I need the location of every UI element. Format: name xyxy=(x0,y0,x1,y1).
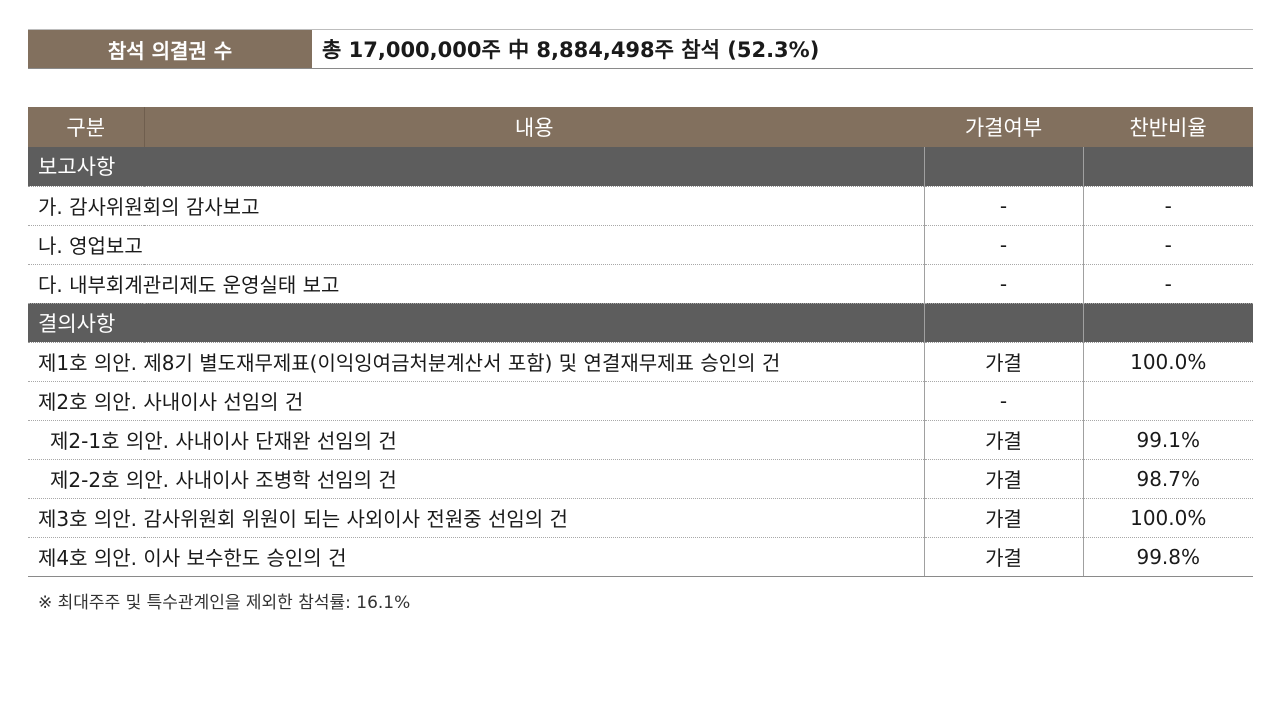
item-label: 제1호 의안. 제8기 별도재무제표(이익잉여금처분계산서 포함) 및 연결재무… xyxy=(28,342,924,382)
section-title: 보고사항 xyxy=(28,147,924,187)
item-label: 제2-2호 의안. 사내이사 조병학 선임의 건 xyxy=(28,459,924,499)
table-row: 가. 감사위원회의 감사보고 - - xyxy=(28,186,1253,226)
section-row-report: 보고사항 xyxy=(28,147,1253,187)
table-row: 제2호 의안. 사내이사 선임의 건 - xyxy=(28,381,1253,421)
header-division: 구분 xyxy=(28,107,145,147)
item-result: - xyxy=(923,264,1083,304)
item-result: 가결 xyxy=(923,537,1083,577)
table-row: 제3호 의안. 감사위원회 위원이 되는 사외이사 전원중 선임의 건 가결 1… xyxy=(28,498,1253,538)
item-result: - xyxy=(923,225,1083,265)
section-title: 결의사항 xyxy=(28,303,924,343)
attendance-bar: 참석 의결권 수 총 17,000,000주 中 8,884,498주 참석 (… xyxy=(28,29,1253,69)
item-rate: 100.0% xyxy=(1082,498,1253,538)
item-label: 제2-1호 의안. 사내이사 단재완 선임의 건 xyxy=(28,420,924,460)
item-result: 가결 xyxy=(923,420,1083,460)
table-row: 제1호 의안. 제8기 별도재무제표(이익잉여금처분계산서 포함) 및 연결재무… xyxy=(28,342,1253,382)
item-label: 나. 영업보고 xyxy=(28,225,924,265)
header-content: 내용 xyxy=(144,107,924,147)
item-label: 제2호 의안. 사내이사 선임의 건 xyxy=(28,381,924,421)
table-row: 나. 영업보고 - - xyxy=(28,225,1253,265)
header-rate: 찬반비율 xyxy=(1083,107,1253,147)
attendance-value: 총 17,000,000주 中 8,884,498주 참석 (52.3%) xyxy=(322,38,820,62)
agenda-table: 구분 내용 가결여부 찬반비율 보고사항 가. 감사위원회의 감사보고 - - … xyxy=(28,107,1253,577)
item-label: 제4호 의안. 이사 보수한도 승인의 건 xyxy=(28,537,924,577)
table-header-row: 구분 내용 가결여부 찬반비율 xyxy=(28,107,1253,147)
item-rate: - xyxy=(1082,264,1253,304)
item-rate: - xyxy=(1082,186,1253,226)
header-result: 가결여부 xyxy=(924,107,1083,147)
table-row: 제4호 의안. 이사 보수한도 승인의 건 가결 99.8% xyxy=(28,537,1253,577)
item-result: - xyxy=(923,381,1083,421)
item-rate: 99.8% xyxy=(1082,537,1253,577)
table-row: 다. 내부회계관리제도 운영실태 보고 - - xyxy=(28,264,1253,304)
item-result: 가결 xyxy=(923,498,1083,538)
item-label: 가. 감사위원회의 감사보고 xyxy=(28,186,924,226)
item-result: 가결 xyxy=(923,342,1083,382)
attendance-label: 참석 의결권 수 xyxy=(28,30,312,68)
table-row: 제2-2호 의안. 사내이사 조병학 선임의 건 가결 98.7% xyxy=(28,459,1253,499)
item-rate: 99.1% xyxy=(1082,420,1253,460)
item-label: 다. 내부회계관리제도 운영실태 보고 xyxy=(28,264,924,304)
table-row: 제2-1호 의안. 사내이사 단재완 선임의 건 가결 99.1% xyxy=(28,420,1253,460)
item-rate xyxy=(1082,381,1253,421)
item-label: 제3호 의안. 감사위원회 위원이 되는 사외이사 전원중 선임의 건 xyxy=(28,498,924,538)
item-rate: 100.0% xyxy=(1082,342,1253,382)
item-rate: - xyxy=(1082,225,1253,265)
section-row-resolution: 결의사항 xyxy=(28,303,1253,343)
item-rate: 98.7% xyxy=(1082,459,1253,499)
item-result: - xyxy=(923,186,1083,226)
item-result: 가결 xyxy=(923,459,1083,499)
footnote: ※ 최대주주 및 특수관계인을 제외한 참석률: 16.1% xyxy=(38,593,411,613)
